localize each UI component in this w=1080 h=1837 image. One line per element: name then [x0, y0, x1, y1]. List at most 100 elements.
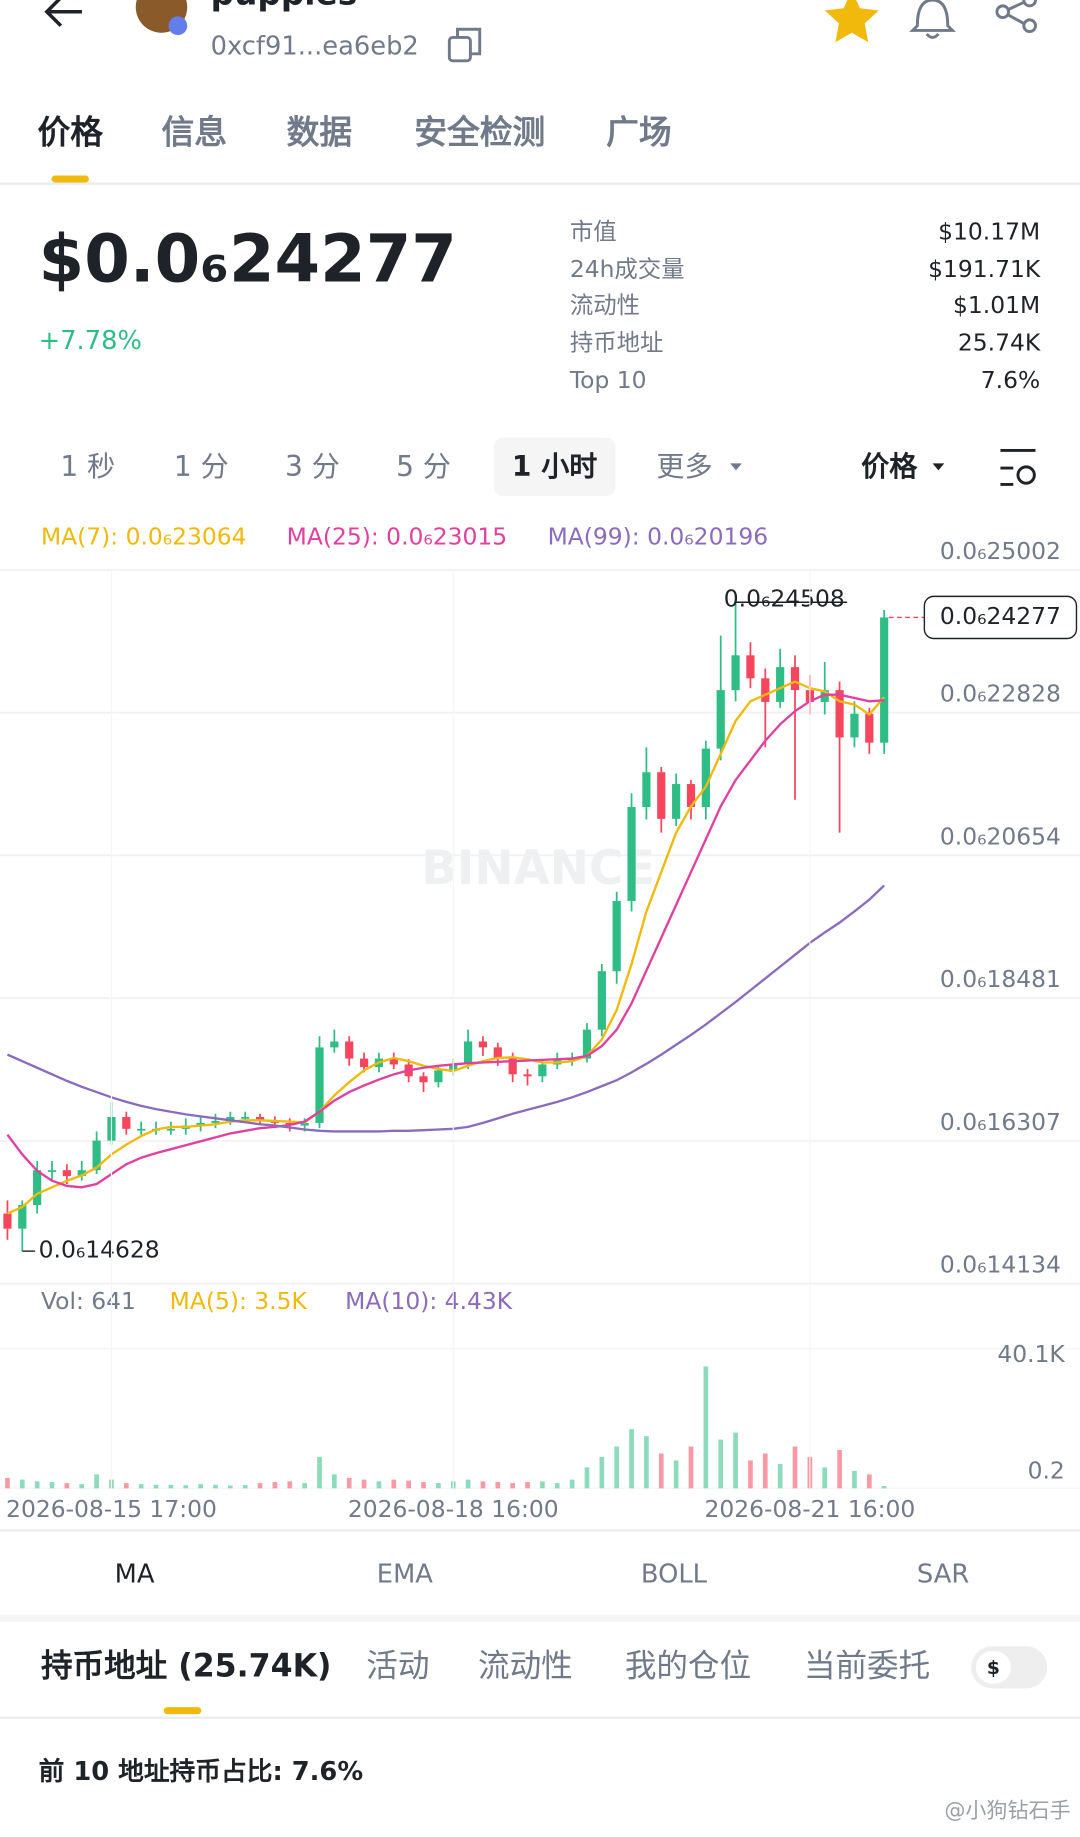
price-summary: $0.0₆24277 +7.78% 市值 $10.17M 24h成交量 $191… [39, 217, 1041, 394]
stat-value: 25.74K [958, 328, 1041, 356]
stat-label: 24h成交量 [570, 255, 685, 283]
price-type[interactable]: 价格 [861, 450, 918, 483]
candle-body [345, 1041, 354, 1059]
volume-bar [866, 1474, 872, 1489]
interval[interactable]: 1 秒 [60, 450, 115, 483]
interval[interactable]: 1 分 [174, 450, 229, 483]
favorite-button[interactable] [824, 0, 879, 43]
indicator-tab[interactable]: SAR [917, 1559, 969, 1589]
volume-bar [436, 1483, 441, 1489]
alert-button[interactable] [909, 0, 956, 39]
volume-bar [123, 1483, 129, 1489]
candle-body [478, 1041, 488, 1048]
candle-body [716, 690, 725, 749]
tab-indicator [51, 175, 89, 183]
bottom-tab[interactable]: 持币地址 (25.74K) [41, 1648, 332, 1684]
candle-body [122, 1117, 131, 1129]
volume-legend: Vol: 641 [41, 1287, 136, 1315]
stat-label: 市值 [570, 217, 617, 245]
tab[interactable]: 安全检测 [414, 114, 545, 152]
candle-body [731, 655, 740, 691]
interval-selected-bg [493, 437, 616, 497]
volume-bar [317, 1456, 322, 1489]
legend-item: MA(99): 0.0₆20196 [548, 523, 768, 551]
volume-bar [554, 1483, 560, 1489]
bottom-tab[interactable]: 我的仓位 [625, 1648, 751, 1684]
candle-body [226, 1117, 235, 1121]
candle-body [686, 784, 696, 808]
currency-label: $ [987, 1658, 1000, 1679]
indicator-tab[interactable]: EMA [377, 1559, 433, 1589]
stat-value: $191.71K [928, 255, 1041, 283]
volume-bar [198, 1484, 203, 1489]
candle-body [880, 617, 889, 743]
volume-bar [822, 1467, 828, 1489]
candle-body [434, 1070, 443, 1083]
volume-bar [34, 1481, 40, 1489]
volume-tick-label: 0.2 [1028, 1456, 1065, 1484]
volume-bar [5, 1477, 10, 1489]
interval-more[interactable]: 更多 [656, 450, 712, 483]
volume-bar [213, 1484, 218, 1489]
token-address: 0xcf91...ea6eb2 [211, 31, 419, 61]
indicator-tab[interactable]: BOLL [641, 1559, 708, 1589]
x-tick-label: 2026-08-18 16:00 [348, 1495, 559, 1523]
volume-bar [346, 1477, 352, 1489]
candle-body [597, 971, 606, 1030]
back-button[interactable] [44, 0, 82, 27]
tab[interactable]: 数据 [287, 114, 353, 152]
chart: BINANCE 0.0₆25002 0.0₆22828 0.0₆20654 0.0₆1… [0, 523, 1080, 1523]
candle-body [627, 807, 636, 901]
volume-bar [49, 1482, 55, 1489]
bottom-tab[interactable]: 当前委托 [804, 1648, 930, 1684]
candle-body [464, 1041, 473, 1065]
candle-body [92, 1140, 101, 1171]
volume-bar [495, 1482, 501, 1489]
candle-body [850, 713, 859, 738]
holder-summary: 前 10 地址持币占比: 7.6% [39, 1756, 364, 1787]
volume-bar [421, 1482, 426, 1489]
legend-item: MA(7): 0.0₆23064 [41, 523, 247, 551]
main-tabs: 价格 信息 数据 安全检测 广场 [0, 114, 1080, 185]
candle-body [790, 667, 800, 691]
volume-bar [540, 1481, 545, 1489]
x-tick-label: 2026-08-21 16:00 [704, 1495, 915, 1523]
candle-body [642, 772, 651, 808]
volume-bar [762, 1453, 768, 1489]
tab[interactable]: 信息 [161, 114, 227, 152]
volume-bar [733, 1432, 738, 1489]
y-tick-label: 0.0₆20654 [940, 822, 1061, 850]
interval[interactable]: 3 分 [285, 450, 340, 483]
volume-bar [153, 1484, 159, 1489]
candle-body [300, 1122, 309, 1126]
y-tick-label: 0.0₆14134 [940, 1251, 1061, 1279]
share-button[interactable] [995, 0, 1037, 34]
bottom-tab[interactable]: 活动 [366, 1648, 429, 1684]
indicator-tab[interactable]: MA [115, 1559, 155, 1589]
volume-bar [332, 1474, 337, 1489]
volume-bar [614, 1446, 620, 1489]
candle-body [137, 1128, 146, 1131]
indicator-tabs: MA EMA BOLL SAR [0, 1529, 1080, 1622]
interval[interactable]: 5 分 [396, 450, 451, 483]
candle-body [241, 1117, 250, 1119]
candle-body [359, 1058, 369, 1068]
candle-body [523, 1074, 532, 1077]
tab[interactable]: 广场 [606, 114, 672, 152]
copy-button[interactable] [447, 27, 482, 63]
volume-bar [391, 1479, 397, 1489]
bottom-tabs: 持币地址 (25.74K) 活动 流动性 我的仓位 当前委托 $ 前 10 地址… [0, 1646, 1080, 1822]
interval[interactable]: 1 小时 [512, 450, 597, 483]
candle-body [389, 1058, 398, 1065]
volume-bar [138, 1484, 144, 1489]
tab[interactable]: 价格 [37, 114, 103, 152]
last-price-label: 0.0₆24277 [940, 602, 1061, 630]
low-label: 0.0₆14628 [39, 1236, 160, 1264]
bottom-tab[interactable]: 流动性 [478, 1648, 573, 1684]
y-tick-label: 0.0₆18481 [940, 965, 1061, 993]
high-label: 0.0₆24508 [724, 584, 845, 612]
volume-bar [287, 1481, 293, 1489]
chart-settings[interactable] [1000, 449, 1036, 486]
volume-bar [703, 1366, 709, 1489]
volume-bar [629, 1429, 634, 1489]
